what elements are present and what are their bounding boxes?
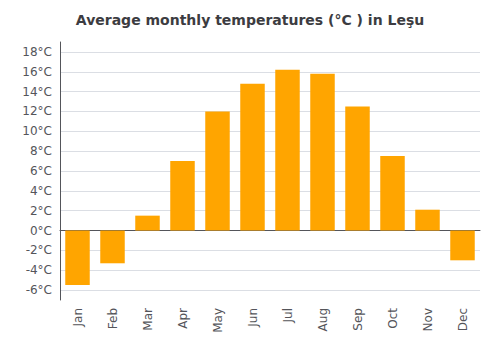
svg-text:Jun: Jun: [246, 308, 260, 328]
svg-text:Nov: Nov: [421, 308, 435, 331]
svg-text:Jul: Jul: [281, 308, 295, 323]
svg-text:Apr: Apr: [176, 308, 190, 329]
svg-text:12°C: 12°C: [22, 104, 52, 118]
svg-text:Mar: Mar: [141, 308, 155, 331]
svg-text:-6°C: -6°C: [26, 283, 52, 297]
svg-text:-2°C: -2°C: [26, 243, 52, 257]
svg-text:Jan: Jan: [71, 308, 85, 328]
svg-text:6°C: 6°C: [30, 164, 52, 178]
svg-text:Dec: Dec: [456, 308, 470, 331]
svg-text:May: May: [211, 308, 225, 333]
svg-text:-4°C: -4°C: [26, 263, 52, 277]
svg-text:Average monthly temperatures (: Average monthly temperatures (°C ) in Le…: [76, 12, 424, 28]
svg-text:4°C: 4°C: [30, 184, 52, 198]
svg-text:Sep: Sep: [351, 308, 365, 331]
svg-text:18°C: 18°C: [22, 45, 52, 59]
svg-text:2°C: 2°C: [30, 204, 52, 218]
svg-text:Aug: Aug: [316, 308, 330, 331]
svg-text:0°C: 0°C: [30, 224, 52, 238]
svg-text:16°C: 16°C: [22, 65, 52, 79]
svg-text:Oct: Oct: [386, 308, 400, 329]
svg-text:10°C: 10°C: [22, 124, 52, 138]
svg-text:8°C: 8°C: [30, 144, 52, 158]
svg-text:Feb: Feb: [106, 308, 120, 329]
svg-text:14°C: 14°C: [22, 85, 52, 99]
